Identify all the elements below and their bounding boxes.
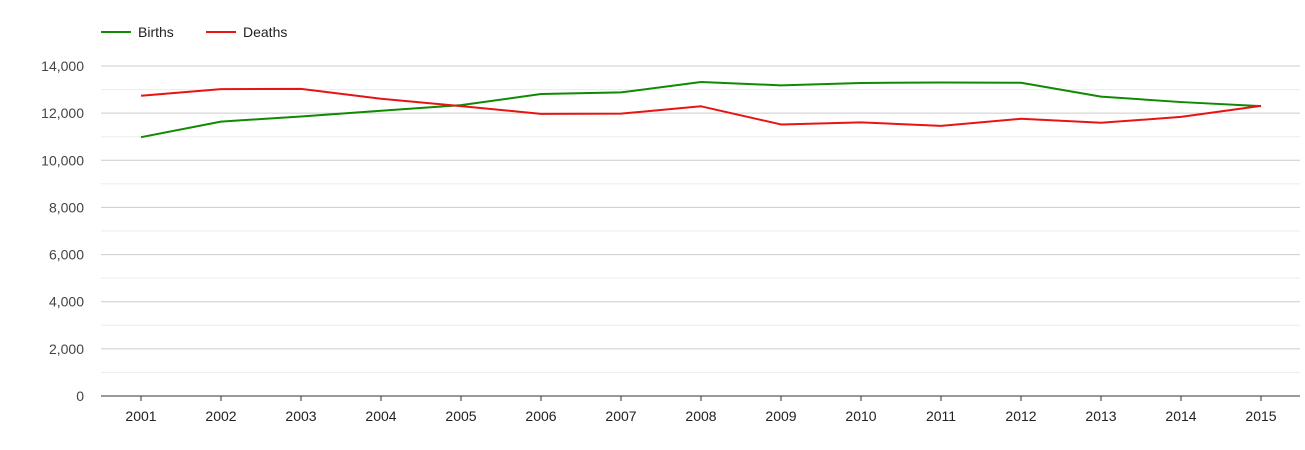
legend-item-births: Births <box>101 24 174 40</box>
x-tick-label: 2011 <box>926 408 956 424</box>
y-tick-label: 14,000 <box>41 58 84 74</box>
x-tick-label: 2006 <box>525 408 556 424</box>
x-tick-label: 2014 <box>1165 408 1196 424</box>
x-tick-label: 2015 <box>1245 408 1276 424</box>
x-axis: 2001 2002 2003 2004 2005 2006 2007 2008 2009 2010… <box>101 395 1300 424</box>
x-tick-label: 2003 <box>285 408 316 424</box>
x-tick-label: 2007 <box>605 408 636 424</box>
gridlines <box>101 65 1300 373</box>
x-tick-label: 2005 <box>445 408 476 424</box>
y-tick-label: 4,000 <box>49 294 84 310</box>
x-tick-label: 2008 <box>685 408 716 424</box>
legend-label: Deaths <box>243 24 287 40</box>
y-axis: 0 2,000 4,000 6,000 8,000 10,000 12,000 14,000 <box>41 58 84 404</box>
x-tick-label: 2010 <box>845 408 876 424</box>
series-lines <box>140 81 1262 139</box>
y-tick-label: 12,000 <box>41 105 84 121</box>
legend-label: Births <box>138 24 174 40</box>
series-line-births <box>140 81 1262 139</box>
x-tick-label: 2012 <box>1005 408 1036 424</box>
y-tick-label: 8,000 <box>49 199 84 215</box>
y-tick-label: 10,000 <box>41 152 84 168</box>
y-tick-label: 2,000 <box>49 341 84 357</box>
x-tick-label: 2009 <box>765 408 796 424</box>
legend: Births Deaths <box>101 24 287 40</box>
y-tick-label: 0 <box>76 388 84 404</box>
x-tick-label: 2013 <box>1085 408 1116 424</box>
x-tick-label: 2004 <box>365 408 396 424</box>
series-line-deaths <box>140 87 1262 127</box>
legend-item-deaths: Deaths <box>206 24 287 40</box>
y-tick-label: 6,000 <box>49 247 84 263</box>
x-tick-label: 2001 <box>125 408 156 424</box>
x-tick-label: 2002 <box>205 408 236 424</box>
